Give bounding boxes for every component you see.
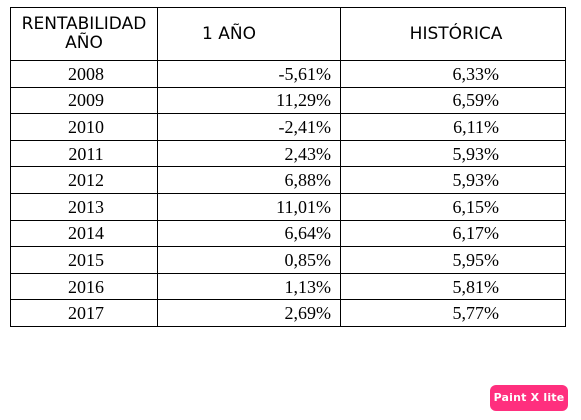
header-historica: HISTÓRICA [340, 7, 566, 61]
one-year-cell: -2,41% [157, 113, 341, 141]
table-header: RENTABILIDAD AÑO 1 AÑO HISTÓRICA [10, 7, 566, 61]
historic-cell: 6,59% [340, 86, 566, 115]
historic-cell: 6,17% [340, 219, 566, 248]
year-cell: 2014 [10, 219, 158, 248]
year-cell: 2011 [10, 139, 158, 168]
table-row: 2013 11,01% 6,15% [10, 192, 566, 221]
header-rentabilidad-line1: RENTABILIDAD [21, 14, 147, 34]
year-cell: 2009 [10, 86, 158, 115]
historic-cell: 5,93% [340, 139, 566, 168]
one-year-cell: 0,85% [157, 246, 341, 274]
table-row: 2012 6,88% 5,93% [10, 166, 566, 194]
one-year-cell: 6,88% [157, 166, 341, 194]
table-row: 2017 2,69% 5,77% [10, 299, 566, 327]
one-year-cell: 2,43% [157, 139, 341, 168]
historic-cell: 6,33% [340, 60, 566, 88]
one-year-cell: 6,64% [157, 219, 341, 248]
header-row: RENTABILIDAD AÑO 1 AÑO HISTÓRICA [10, 7, 566, 61]
rentabilidad-table: RENTABILIDAD AÑO 1 AÑO HISTÓRICA 2008 -5… [10, 7, 566, 327]
year-cell: 2015 [10, 246, 158, 274]
header-one-year: 1 AÑO [157, 7, 341, 61]
table-row: 2009 11,29% 6,59% [10, 86, 566, 115]
historic-cell: 6,15% [340, 192, 566, 221]
one-year-cell: -5,61% [157, 60, 341, 88]
table-body: 2008 -5,61% 6,33% 2009 11,29% 6,59% 2010… [10, 60, 566, 327]
table-row: 2010 -2,41% 6,11% [10, 113, 566, 141]
historic-cell: 5,77% [340, 299, 566, 327]
one-year-cell: 11,01% [157, 192, 341, 221]
table-row: 2016 1,13% 5,81% [10, 272, 566, 301]
one-year-cell: 1,13% [157, 272, 341, 301]
year-cell: 2017 [10, 299, 158, 327]
header-rentabilidad-line2: AÑO [65, 33, 103, 53]
historic-cell: 5,93% [340, 166, 566, 194]
paint-x-lite-watermark: Paint X lite [490, 385, 568, 411]
year-cell: 2012 [10, 166, 158, 194]
historic-cell: 5,81% [340, 272, 566, 301]
table-row: 2008 -5,61% 6,33% [10, 60, 566, 88]
header-rentabilidad-ano: RENTABILIDAD AÑO [10, 7, 158, 61]
table-row: 2015 0,85% 5,95% [10, 246, 566, 274]
table-row: 2014 6,64% 6,17% [10, 219, 566, 248]
one-year-cell: 11,29% [157, 86, 341, 115]
year-cell: 2016 [10, 272, 158, 301]
year-cell: 2008 [10, 60, 158, 88]
historic-cell: 5,95% [340, 246, 566, 274]
year-cell: 2010 [10, 113, 158, 141]
historic-cell: 6,11% [340, 113, 566, 141]
one-year-cell: 2,69% [157, 299, 341, 327]
table-row: 2011 2,43% 5,93% [10, 139, 566, 168]
year-cell: 2013 [10, 192, 158, 221]
